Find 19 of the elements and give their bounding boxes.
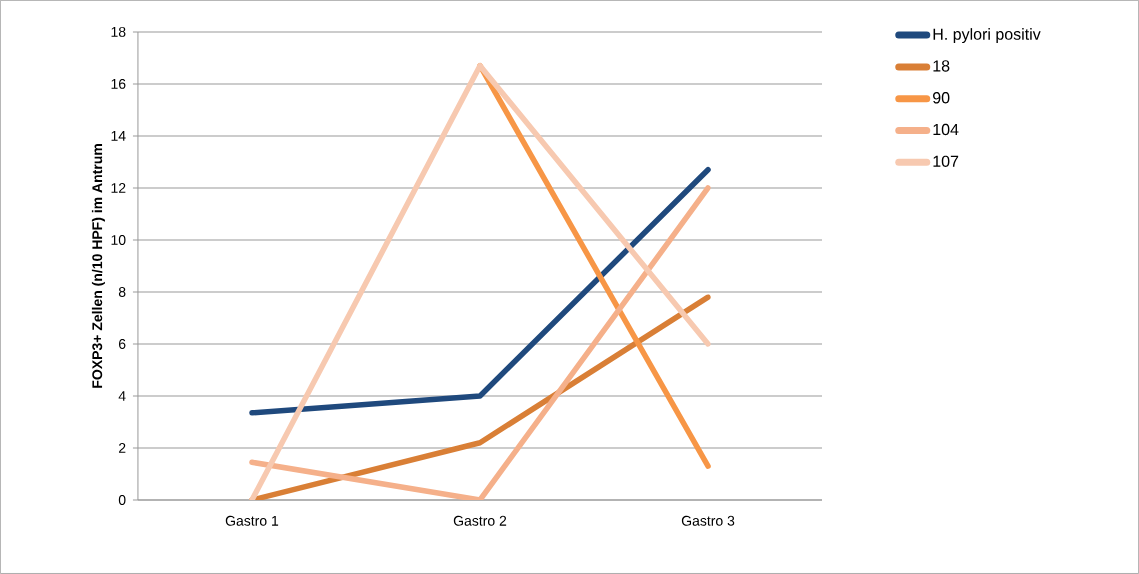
y-tick-label: 6 xyxy=(118,339,126,349)
legend-label: H. pylori positiv xyxy=(933,28,1041,44)
legend-label: 90 xyxy=(933,92,950,104)
y-tick-label: 18 xyxy=(111,26,126,37)
y-tick-label: 2 xyxy=(118,443,126,453)
y-tick-label: 8 xyxy=(118,287,126,297)
y-tick-label: 16 xyxy=(111,78,126,89)
legend-label: 107 xyxy=(933,155,959,168)
y-axis-title: FOXP3+ Zellen (n/10 HPF) im Antrum xyxy=(91,144,105,388)
y-tick-label: 0 xyxy=(118,495,126,505)
y-tick-label: 4 xyxy=(118,391,126,401)
legend-label: 18 xyxy=(933,60,950,72)
x-tick-label: Gastro 3 xyxy=(681,515,735,526)
x-tick-label: Gastro 1 xyxy=(225,515,279,526)
x-tick-label: Gastro 2 xyxy=(453,515,507,526)
y-tick-label: 14 xyxy=(111,131,126,141)
y-tick-label: 12 xyxy=(111,183,126,193)
legend-label: 104 xyxy=(933,123,959,136)
y-tick-label: 10 xyxy=(111,235,126,245)
